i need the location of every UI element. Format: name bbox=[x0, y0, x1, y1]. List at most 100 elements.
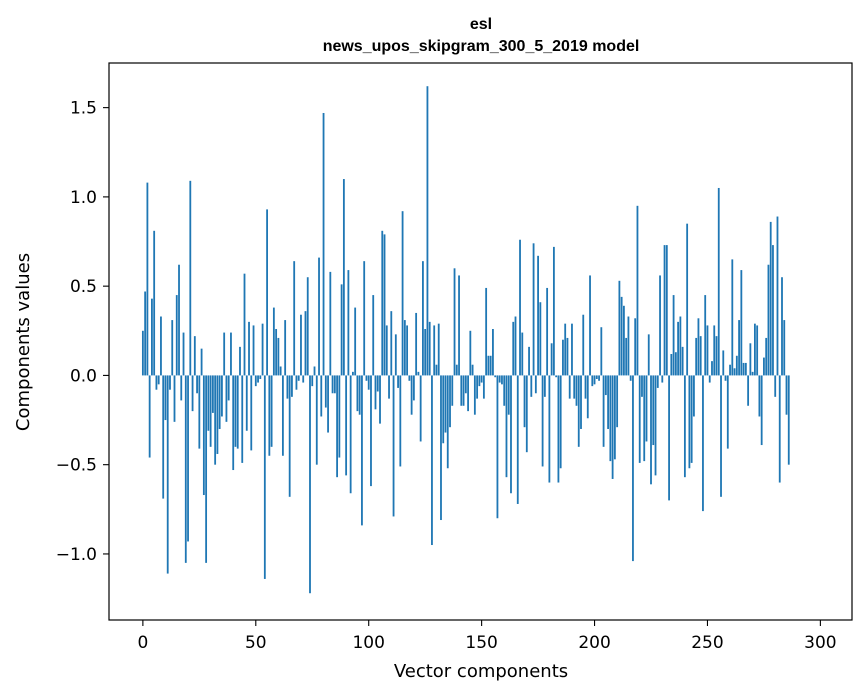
bar-270 bbox=[751, 371, 754, 376]
bar-30 bbox=[209, 375, 212, 447]
bar-37 bbox=[225, 375, 228, 422]
bar-47 bbox=[248, 321, 250, 376]
bar-187 bbox=[564, 323, 567, 376]
bar-178 bbox=[543, 375, 546, 397]
bar-247 bbox=[699, 336, 702, 376]
bar-59 bbox=[275, 329, 278, 376]
bar-99 bbox=[365, 375, 368, 381]
bar-191 bbox=[573, 375, 576, 399]
bar-series bbox=[141, 86, 790, 594]
bar-215 bbox=[627, 316, 630, 376]
bar-160 bbox=[503, 375, 506, 406]
bar-208 bbox=[611, 375, 614, 479]
bar-226 bbox=[652, 375, 655, 446]
bar-266 bbox=[742, 362, 745, 376]
bar-176 bbox=[539, 302, 542, 376]
bar-274 bbox=[760, 375, 763, 446]
bar-129 bbox=[433, 325, 436, 376]
bar-218 bbox=[634, 318, 637, 376]
bar-189 bbox=[568, 375, 571, 399]
bar-156 bbox=[494, 375, 497, 378]
bar-210 bbox=[616, 375, 619, 428]
bar-181 bbox=[550, 343, 553, 376]
bar-3 bbox=[148, 375, 151, 458]
bar-214 bbox=[625, 337, 628, 376]
bar-269 bbox=[749, 343, 752, 376]
bar-236 bbox=[674, 352, 677, 376]
bar-28 bbox=[205, 375, 208, 563]
bar-233 bbox=[668, 375, 670, 501]
bar-184 bbox=[557, 375, 560, 483]
bar-113 bbox=[397, 375, 399, 388]
bar-40 bbox=[232, 375, 235, 471]
bar-159 bbox=[501, 375, 503, 385]
bar-220 bbox=[638, 375, 641, 463]
chart-title-line1: esl bbox=[470, 16, 492, 33]
bar-225 bbox=[650, 375, 652, 485]
bar-9 bbox=[162, 375, 165, 499]
bar-36 bbox=[223, 332, 226, 376]
bar-171 bbox=[528, 346, 530, 376]
bar-206 bbox=[607, 375, 609, 429]
bar-174 bbox=[534, 375, 537, 394]
bar-194 bbox=[580, 375, 582, 429]
bar-115 bbox=[401, 211, 404, 376]
bar-65 bbox=[288, 375, 291, 497]
bar-60 bbox=[277, 337, 280, 376]
bar-2 bbox=[146, 182, 149, 376]
bar-44 bbox=[241, 375, 244, 463]
bar-32 bbox=[214, 375, 217, 465]
bar-52 bbox=[259, 375, 262, 379]
bar-39 bbox=[230, 332, 232, 376]
bar-92 bbox=[349, 375, 352, 494]
bar-158 bbox=[498, 375, 501, 383]
bar-121 bbox=[415, 312, 418, 376]
bar-235 bbox=[672, 295, 675, 376]
bar-13 bbox=[171, 320, 174, 376]
bar-251 bbox=[708, 375, 711, 383]
bar-100 bbox=[367, 375, 370, 390]
bar-111 bbox=[392, 375, 395, 517]
bar-80 bbox=[322, 112, 325, 376]
bar-7 bbox=[157, 375, 160, 385]
bar-14 bbox=[173, 375, 176, 422]
bar-267 bbox=[744, 362, 747, 376]
bar-246 bbox=[697, 318, 700, 376]
bar-192 bbox=[575, 375, 578, 406]
bar-155 bbox=[492, 329, 494, 376]
bar-183 bbox=[555, 375, 558, 378]
bar-122 bbox=[417, 371, 420, 376]
bar-139 bbox=[455, 364, 458, 376]
bar-231 bbox=[663, 245, 666, 376]
bar-101 bbox=[370, 375, 372, 487]
bar-123 bbox=[419, 375, 422, 442]
bar-286 bbox=[787, 375, 790, 465]
bar-109 bbox=[388, 375, 390, 399]
bar-125 bbox=[424, 329, 427, 376]
bar-64 bbox=[286, 375, 289, 399]
bar-87 bbox=[338, 375, 341, 458]
bar-265 bbox=[740, 270, 743, 376]
bar-8 bbox=[160, 316, 162, 376]
bar-196 bbox=[584, 375, 587, 399]
bar-164 bbox=[512, 321, 515, 376]
bar-248 bbox=[702, 375, 704, 512]
bar-163 bbox=[510, 375, 512, 494]
bar-275 bbox=[763, 357, 765, 376]
bar-104 bbox=[376, 375, 379, 392]
bar-76 bbox=[313, 366, 316, 376]
bar-197 bbox=[586, 375, 589, 419]
bar-227 bbox=[654, 375, 657, 476]
x-axis: 0 50 100 150 200 250 300 bbox=[137, 620, 837, 653]
bar-148 bbox=[476, 375, 479, 399]
bar-27 bbox=[202, 375, 205, 496]
bar-193 bbox=[577, 375, 580, 447]
bar-185 bbox=[559, 375, 562, 469]
bar-53 bbox=[261, 323, 264, 376]
bar-33 bbox=[216, 375, 219, 454]
bar-108 bbox=[385, 325, 388, 376]
bar-221 bbox=[641, 375, 643, 397]
bar-264 bbox=[738, 320, 740, 376]
bar-102 bbox=[372, 295, 375, 376]
bar-45 bbox=[243, 273, 246, 376]
